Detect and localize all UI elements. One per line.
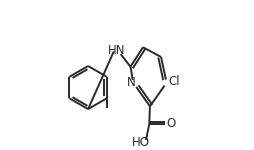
Text: Cl: Cl [168,75,180,88]
Text: N: N [127,76,136,89]
Text: HN: HN [108,44,126,57]
Text: HO: HO [132,136,150,149]
Text: O: O [166,117,176,130]
